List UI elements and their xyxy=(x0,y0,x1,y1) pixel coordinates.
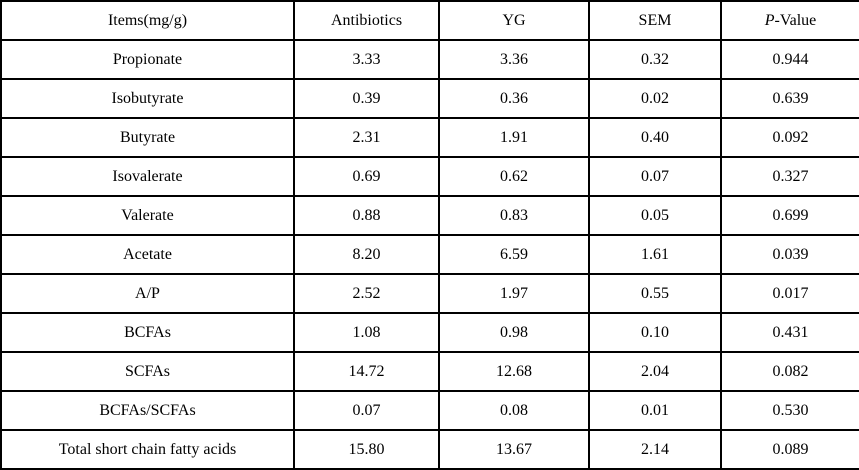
item-cell: BCFAs xyxy=(0,312,295,353)
value-cell: 0.98 xyxy=(438,312,590,353)
table-row: Acetate 8.20 6.59 1.61 0.039 xyxy=(0,234,859,275)
table-row: Propionate 3.33 3.36 0.32 0.944 xyxy=(0,39,859,80)
value-cell: 0.07 xyxy=(293,390,440,431)
column-header-label: -Value xyxy=(774,11,817,29)
value-cell: 0.69 xyxy=(293,156,440,197)
table-body: Propionate 3.33 3.36 0.32 0.944 Isobutyrate 0.… xyxy=(0,39,859,470)
table-row: Total short chain fatty acids 15.80 13.67 2… xyxy=(0,429,859,470)
column-header: Items(mg/g) xyxy=(0,0,295,41)
value-cell: 0.092 xyxy=(720,117,859,158)
value-cell: 0.017 xyxy=(720,273,859,314)
value-cell: 3.33 xyxy=(293,39,440,80)
value-cell: 0.639 xyxy=(720,78,859,119)
value-cell: 0.83 xyxy=(438,195,590,236)
value-cell: 0.699 xyxy=(720,195,859,236)
value-cell: 1.97 xyxy=(438,273,590,314)
value-cell: 0.62 xyxy=(438,156,590,197)
item-cell: Isovalerate xyxy=(0,156,295,197)
value-cell: 0.530 xyxy=(720,390,859,431)
value-cell: 3.36 xyxy=(438,39,590,80)
value-cell: 0.039 xyxy=(720,234,859,275)
item-cell: SCFAs xyxy=(0,351,295,392)
value-cell: 0.01 xyxy=(588,390,722,431)
value-cell: 2.14 xyxy=(588,429,722,470)
table-row: Isobutyrate 0.39 0.36 0.02 0.639 xyxy=(0,78,859,119)
value-cell: 1.08 xyxy=(293,312,440,353)
value-cell: 6.59 xyxy=(438,234,590,275)
value-cell: 0.40 xyxy=(588,117,722,158)
value-cell: 15.80 xyxy=(293,429,440,470)
item-cell: Butyrate xyxy=(0,117,295,158)
table-row: Butyrate 2.31 1.91 0.40 0.092 xyxy=(0,117,859,158)
column-header: Antibiotics xyxy=(293,0,440,41)
table-row: SCFAs 14.72 12.68 2.04 0.082 xyxy=(0,351,859,392)
table-row: Isovalerate 0.69 0.62 0.07 0.327 xyxy=(0,156,859,197)
table-row: BCFAs 1.08 0.98 0.10 0.431 xyxy=(0,312,859,353)
item-cell: Valerate xyxy=(0,195,295,236)
value-cell: 8.20 xyxy=(293,234,440,275)
value-cell: 0.32 xyxy=(588,39,722,80)
value-cell: 12.68 xyxy=(438,351,590,392)
value-cell: 0.08 xyxy=(438,390,590,431)
value-cell: 0.431 xyxy=(720,312,859,353)
item-cell: Acetate xyxy=(0,234,295,275)
value-cell: 0.05 xyxy=(588,195,722,236)
value-cell: 14.72 xyxy=(293,351,440,392)
value-cell: 2.31 xyxy=(293,117,440,158)
column-header: YG xyxy=(438,0,590,41)
value-cell: 0.10 xyxy=(588,312,722,353)
table-row: Valerate 0.88 0.83 0.05 0.699 xyxy=(0,195,859,236)
value-cell: 0.089 xyxy=(720,429,859,470)
column-header: P-Value xyxy=(720,0,859,41)
value-cell: 0.07 xyxy=(588,156,722,197)
item-cell: BCFAs/SCFAs xyxy=(0,390,295,431)
item-cell: Isobutyrate xyxy=(0,78,295,119)
item-cell: A/P xyxy=(0,273,295,314)
table-row: A/P 2.52 1.97 0.55 0.017 xyxy=(0,273,859,314)
value-cell: 0.082 xyxy=(720,351,859,392)
table-row: BCFAs/SCFAs 0.07 0.08 0.01 0.530 xyxy=(0,390,859,431)
value-cell: 0.944 xyxy=(720,39,859,80)
column-header: SEM xyxy=(588,0,722,41)
item-cell: Total short chain fatty acids xyxy=(0,429,295,470)
value-cell: 0.88 xyxy=(293,195,440,236)
value-cell: 0.327 xyxy=(720,156,859,197)
value-cell: 0.36 xyxy=(438,78,590,119)
value-cell: 0.55 xyxy=(588,273,722,314)
value-cell: 1.61 xyxy=(588,234,722,275)
item-cell: Propionate xyxy=(0,39,295,80)
value-cell: 1.91 xyxy=(438,117,590,158)
value-cell: 2.04 xyxy=(588,351,722,392)
column-header-italic-part: P xyxy=(764,11,775,29)
header-row: Items(mg/g) Antibiotics YG SEM P-Value xyxy=(0,0,859,41)
value-cell: 0.39 xyxy=(293,78,440,119)
value-cell: 0.02 xyxy=(588,78,722,119)
value-cell: 2.52 xyxy=(293,273,440,314)
value-cell: 13.67 xyxy=(438,429,590,470)
